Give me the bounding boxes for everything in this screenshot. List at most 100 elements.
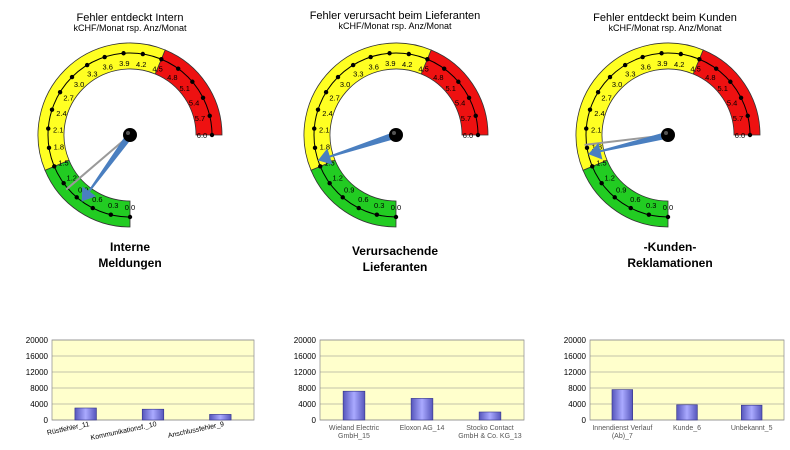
gauge-tick	[175, 66, 181, 71]
bar-y-tick-label: 20000	[26, 336, 49, 345]
gauge-tick-label: 1.5	[596, 159, 606, 168]
gauge-tick-label: 1.2	[333, 173, 343, 182]
gauge-tick-label: 0.6	[358, 195, 368, 204]
gauge-needle-head	[318, 148, 333, 165]
gauge-tick	[747, 132, 753, 138]
gauge-tick	[84, 62, 90, 68]
gauge-tick	[612, 195, 617, 200]
bar-y-tick-label: 8000	[568, 384, 586, 393]
bar-y-tick-label: 0	[44, 416, 49, 425]
gauge-tick	[584, 145, 590, 151]
bar-category-label: Wieland Electric GmbH_15	[329, 425, 380, 440]
gauge-tick-label: 0.0	[391, 203, 401, 212]
bar	[209, 414, 232, 421]
bar-y-tick-label: 8000	[298, 384, 316, 393]
gauge-tick	[61, 180, 66, 186]
bar-y-tick-label: 4000	[568, 400, 586, 409]
gauge-band-yellow	[575, 42, 704, 171]
gauge-3-title: Fehler entdeckt beim Kunden kCHF/Monat r…	[570, 12, 760, 34]
gauge-tick-label: 0.3	[374, 201, 384, 210]
gauge-tick-label: 0.3	[108, 201, 118, 210]
gauge-tick-label: 2.7	[63, 93, 73, 102]
gauge-tick	[441, 66, 447, 71]
gauge-tick	[335, 74, 341, 80]
gauge-hub	[123, 128, 137, 142]
gauge-tick-label: 3.3	[353, 70, 363, 79]
gauge-tick-label: 4.2	[136, 60, 146, 69]
gauge-tick-label: 3.6	[641, 63, 651, 72]
bar-category-label: Anschlussfehler_9	[167, 421, 225, 440]
gauge-hub	[389, 128, 403, 142]
gauge-previous-needle	[65, 134, 131, 191]
gauge-tick	[69, 74, 75, 80]
gauge-1-title: Fehler entdeckt Intern kCHF/Monat rsp. A…	[40, 12, 220, 34]
gauge-tick-label: 3.3	[625, 70, 635, 79]
gauge-tick	[323, 89, 329, 95]
gauge-tick-label: 4.5	[152, 64, 162, 73]
gauge-tick	[327, 180, 332, 186]
gauge-tick	[406, 51, 412, 57]
bar-category-label: Kunde_6	[673, 425, 701, 432]
gauge-tick	[52, 164, 57, 169]
gauge-tick	[159, 57, 164, 62]
gauge-tick-label: 2.7	[601, 93, 611, 102]
gauge-tick	[140, 51, 146, 57]
gauge-tick	[209, 132, 215, 138]
bar-y-tick-label: 12000	[26, 368, 49, 377]
gauge-tick	[640, 54, 645, 60]
gauge-tick-label: 0.6	[630, 195, 640, 204]
gauge-tick-label: 0.9	[616, 186, 626, 195]
gauge-hub	[661, 128, 675, 142]
gauge-tick-label: 2.4	[322, 109, 332, 118]
bar	[74, 407, 97, 421]
bar-category-label: Rüstfehler_11	[46, 421, 90, 437]
bar-category-label: Eloxon AG_14	[400, 425, 445, 432]
bar	[410, 398, 434, 421]
bar-y-tick-label: 12000	[564, 368, 587, 377]
bar-category-label: Unbekannt_5	[731, 425, 773, 432]
gauge-tick-label: 0.9	[344, 186, 354, 195]
gauge-tick-label: 5.1	[446, 84, 456, 93]
bar	[676, 404, 698, 421]
gauge-tick-label: 5.7	[195, 114, 205, 123]
gauge-tick-label: 3.9	[657, 59, 667, 68]
gauge-tick-label: 1.2	[605, 173, 615, 182]
gauge-1-caption-line2: Meldungen	[98, 255, 162, 270]
gauge-tick-label: 3.3	[87, 70, 97, 79]
gauge-hub-highlight	[126, 131, 130, 135]
bar-category-label: Kommunikationsf._10	[90, 421, 157, 442]
gauge-tick	[127, 214, 133, 220]
gauge-2-subtitle: kCHF/Monat rsp. Anz/Monat	[338, 21, 452, 32]
gauge-tick	[49, 107, 55, 112]
gauge-needle	[81, 132, 134, 202]
bar	[478, 411, 502, 421]
bar-y-tick-label: 4000	[30, 400, 48, 409]
gauge-band-red	[420, 49, 489, 136]
bar	[342, 390, 366, 421]
gauge-3: 0.00.30.60.91.21.51.82.12.42.73.03.33.63…	[575, 42, 761, 228]
gauge-tick-label: 4.2	[402, 60, 412, 69]
bar-y-tick-label: 0	[582, 416, 587, 425]
gauge-tick	[665, 214, 671, 220]
gauge-tick-label: 0.0	[663, 203, 673, 212]
gauge-tick-label: 0.6	[92, 195, 102, 204]
gauge-tick	[200, 95, 206, 100]
gauge-tick-label: 0.0	[125, 203, 135, 212]
gauge-tick	[678, 51, 684, 57]
gauge-3-title-text: Fehler entdeckt beim Kunden	[593, 12, 737, 24]
bar-y-tick-label: 16000	[26, 352, 49, 361]
gauge-tick-label: 2.1	[591, 125, 601, 134]
gauge-tick	[738, 95, 744, 100]
gauge-2: 0.00.30.60.91.21.51.82.12.42.73.03.33.63…	[303, 42, 489, 228]
gauge-tick-label: 3.0	[340, 80, 350, 89]
gauge-tick	[315, 107, 321, 112]
gauge-tick	[628, 205, 633, 211]
gauge-tick	[312, 145, 318, 151]
gauge-band-yellow	[303, 42, 432, 171]
gauge-tick-label: 2.1	[319, 125, 329, 134]
gauge-tick-label: 5.1	[718, 84, 728, 93]
gauge-tick-label: 5.4	[189, 98, 199, 107]
gauge-tick	[607, 74, 613, 80]
gauge-tick	[74, 195, 79, 200]
gauge-tick	[697, 57, 702, 62]
